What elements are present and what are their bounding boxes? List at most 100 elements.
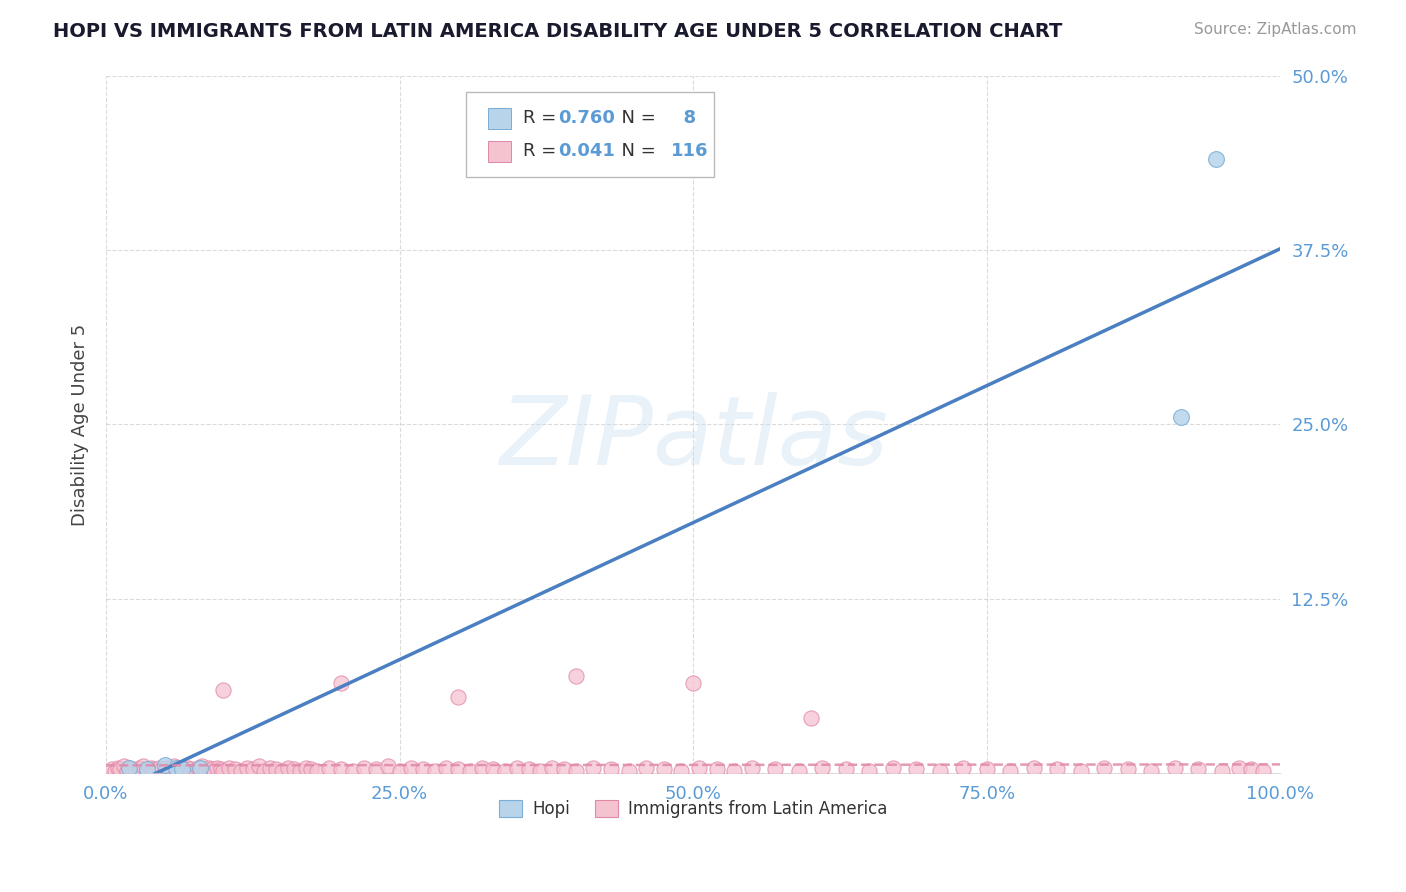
- Point: [163, 759, 186, 773]
- Text: 8: 8: [671, 110, 696, 128]
- Point: [447, 762, 470, 776]
- Point: [835, 762, 858, 776]
- Point: [506, 761, 529, 775]
- Point: [1227, 761, 1250, 775]
- Point: [494, 764, 516, 778]
- Point: [132, 759, 155, 773]
- Point: [150, 762, 173, 776]
- Point: [156, 761, 179, 775]
- Point: [177, 761, 200, 775]
- Point: [401, 761, 423, 775]
- Point: [183, 764, 205, 778]
- Point: [212, 764, 235, 778]
- Point: [186, 761, 208, 775]
- Point: [1046, 762, 1069, 776]
- Point: [247, 759, 270, 773]
- Point: [283, 762, 305, 776]
- Point: [148, 761, 170, 775]
- Text: ZIPatlas: ZIPatlas: [499, 392, 887, 485]
- Point: [1251, 764, 1274, 778]
- Point: [212, 682, 235, 697]
- Point: [517, 762, 540, 776]
- Point: [976, 762, 998, 776]
- Point: [458, 764, 481, 778]
- Point: [682, 675, 704, 690]
- Point: [236, 761, 259, 775]
- Point: [1187, 762, 1209, 776]
- Point: [118, 761, 141, 775]
- Point: [928, 764, 950, 778]
- Point: [342, 764, 364, 778]
- Point: [194, 764, 217, 778]
- Text: 0.760: 0.760: [558, 110, 614, 128]
- Point: [364, 762, 387, 776]
- Point: [541, 761, 564, 775]
- Point: [787, 764, 810, 778]
- Point: [153, 764, 176, 778]
- Point: [1070, 764, 1092, 778]
- Point: [188, 761, 211, 775]
- Text: 116: 116: [671, 143, 709, 161]
- Point: [471, 761, 494, 775]
- Point: [209, 762, 232, 776]
- Point: [172, 762, 194, 776]
- FancyBboxPatch shape: [488, 108, 512, 128]
- Point: [153, 758, 176, 772]
- Point: [1205, 153, 1227, 167]
- Point: [882, 761, 904, 775]
- Point: [142, 762, 165, 776]
- Point: [388, 764, 411, 778]
- Point: [617, 764, 640, 778]
- Point: [353, 761, 375, 775]
- Point: [264, 762, 287, 776]
- Point: [723, 764, 745, 778]
- Point: [129, 762, 152, 776]
- Point: [1140, 764, 1163, 778]
- Point: [104, 764, 127, 778]
- Point: [301, 762, 323, 776]
- Point: [224, 762, 246, 776]
- Point: [115, 764, 138, 778]
- Point: [288, 764, 311, 778]
- Text: R =: R =: [523, 110, 562, 128]
- FancyBboxPatch shape: [467, 92, 714, 177]
- Point: [564, 764, 586, 778]
- Point: [952, 761, 974, 775]
- Point: [1170, 410, 1192, 425]
- Point: [259, 761, 281, 775]
- Point: [905, 762, 928, 776]
- Text: R =: R =: [523, 143, 562, 161]
- Point: [207, 761, 229, 775]
- Point: [652, 762, 675, 776]
- Point: [553, 762, 575, 776]
- Point: [107, 761, 129, 775]
- Point: [800, 710, 823, 724]
- Text: Source: ZipAtlas.com: Source: ZipAtlas.com: [1194, 22, 1357, 37]
- Text: HOPI VS IMMIGRANTS FROM LATIN AMERICA DISABILITY AGE UNDER 5 CORRELATION CHART: HOPI VS IMMIGRANTS FROM LATIN AMERICA DI…: [53, 22, 1063, 41]
- Point: [564, 669, 586, 683]
- Point: [329, 675, 352, 690]
- Point: [191, 759, 214, 773]
- Point: [741, 761, 763, 775]
- Point: [174, 764, 197, 778]
- Point: [318, 761, 340, 775]
- Point: [377, 759, 399, 773]
- Point: [167, 761, 190, 775]
- Point: [108, 762, 131, 776]
- Point: [1163, 761, 1185, 775]
- Point: [858, 764, 880, 778]
- Point: [763, 762, 786, 776]
- Text: N =: N =: [610, 143, 661, 161]
- Y-axis label: Disability Age Under 5: Disability Age Under 5: [72, 324, 89, 525]
- Point: [1240, 762, 1263, 776]
- Point: [218, 761, 240, 775]
- Point: [112, 759, 135, 773]
- Text: 0.041: 0.041: [558, 143, 614, 161]
- Point: [636, 761, 658, 775]
- Point: [165, 761, 187, 775]
- Point: [688, 761, 710, 775]
- Point: [706, 762, 728, 776]
- Point: [447, 690, 470, 704]
- Point: [671, 764, 693, 778]
- Point: [529, 764, 551, 778]
